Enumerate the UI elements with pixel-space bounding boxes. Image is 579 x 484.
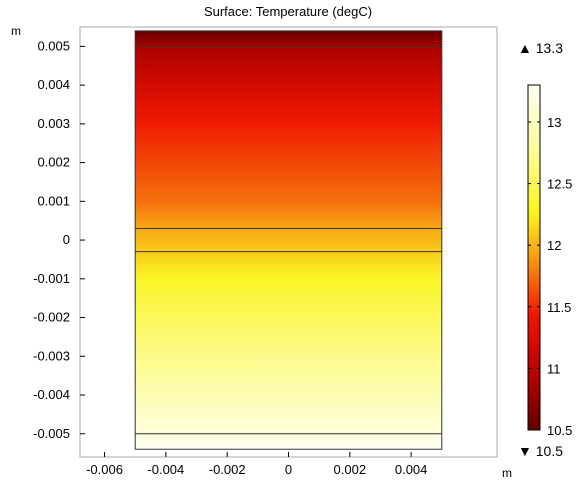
chart-title: Surface: Temperature (degC) — [204, 4, 372, 19]
x-axis-unit-label: m — [502, 466, 512, 480]
x-tick-label: 0.002 — [334, 462, 367, 477]
colorbar: 13 12.5 12 11.5 11 10.5 — [527, 84, 572, 438]
x-tick-label: 0 — [285, 462, 292, 477]
x-axis: -0.006 -0.004 -0.002 0 0.002 0.004 — [86, 452, 427, 477]
y-tick-label: 0.003 — [37, 116, 70, 131]
boundary-lines — [135, 45, 442, 435]
x-tick-label: 0.004 — [395, 462, 428, 477]
y-tick-label: 0.001 — [37, 193, 70, 208]
domain-group — [134, 30, 443, 450]
y-tick-label: -0.005 — [33, 426, 70, 441]
y-tick-label: -0.001 — [33, 271, 70, 286]
y-axis-unit-label: m — [11, 24, 21, 38]
colorbar-tick-label: 11 — [547, 361, 561, 376]
y-tick-label: 0.002 — [37, 155, 70, 170]
colorbar-min-marker: ▼ 10.5 — [518, 443, 563, 459]
y-tick-label: 0 — [63, 232, 70, 247]
x-tick-label: -0.004 — [147, 462, 184, 477]
colorbar-tick-label: 10.5 — [547, 423, 572, 438]
colorbar-tick-label: 12 — [547, 238, 561, 253]
colorbar-tick-label: 13 — [547, 115, 561, 130]
y-axis: 0.005 0.004 0.003 0.002 0.001 0 -0.001 -0.002 -0… — [33, 38, 85, 441]
y-tick-label: -0.002 — [33, 310, 70, 325]
colorbar-max-marker: ▲ 13.3 — [518, 40, 563, 56]
x-tick-label: -0.006 — [86, 462, 123, 477]
temperature-domain — [134, 30, 443, 450]
colorbar-gradient — [527, 84, 541, 431]
y-tick-label: 0.005 — [37, 38, 70, 53]
colorbar-tick-label: 12.5 — [547, 177, 572, 192]
y-tick-label: 0.004 — [37, 77, 70, 92]
y-tick-label: -0.003 — [33, 348, 70, 363]
x-tick-label: -0.002 — [209, 462, 246, 477]
y-tick-label: -0.004 — [33, 387, 70, 402]
colorbar-tick-label: 11.5 — [547, 300, 571, 315]
